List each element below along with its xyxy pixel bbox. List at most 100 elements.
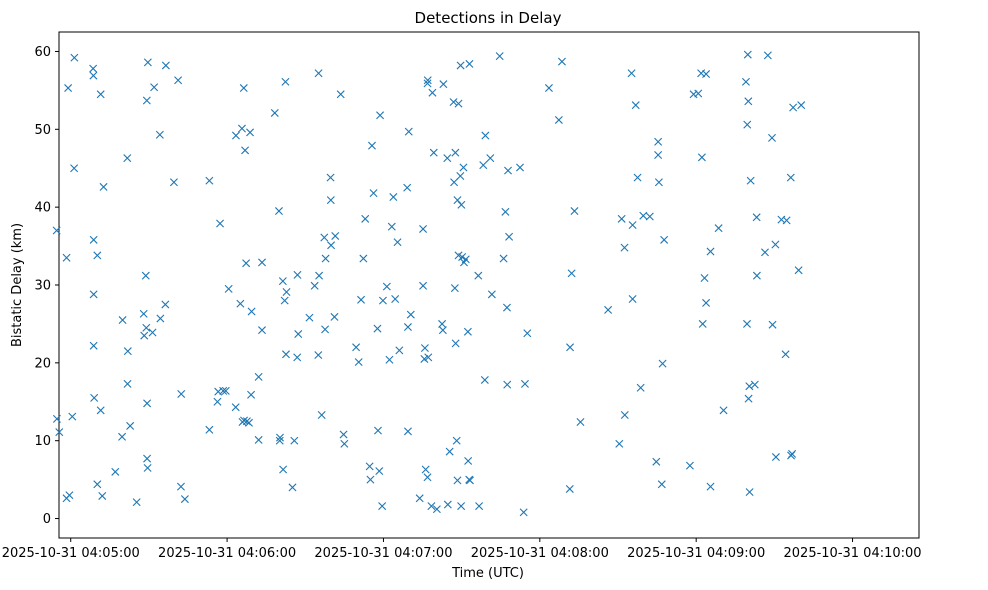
data-point <box>454 99 463 108</box>
data-point <box>140 331 149 340</box>
data-point <box>143 454 152 463</box>
data-point <box>443 154 452 163</box>
data-point <box>169 178 178 187</box>
data-point <box>123 154 132 163</box>
data-point <box>330 312 339 321</box>
data-point <box>376 111 385 120</box>
data-point <box>685 461 694 470</box>
data-point <box>68 412 77 421</box>
data-point <box>429 148 438 157</box>
data-point <box>366 475 375 484</box>
data-point <box>604 305 613 314</box>
data-point <box>52 226 61 235</box>
data-point <box>456 172 465 181</box>
y-tick-label: 40 <box>34 201 51 216</box>
data-point <box>321 325 330 334</box>
data-point <box>486 154 495 163</box>
data-point <box>743 319 751 328</box>
data-point <box>627 69 636 78</box>
data-point <box>242 259 251 268</box>
data-point <box>615 439 624 448</box>
data-point <box>505 232 514 241</box>
data-point <box>451 339 460 348</box>
data-point <box>752 271 761 280</box>
data-point <box>55 428 64 437</box>
data-point <box>657 480 666 489</box>
data-point <box>246 128 255 137</box>
data-point <box>180 495 189 504</box>
data-point <box>745 488 754 497</box>
data-point <box>702 298 711 307</box>
data-point <box>570 207 579 216</box>
data-point <box>373 324 382 333</box>
data-point <box>236 299 245 308</box>
data-point <box>403 183 412 192</box>
data-point <box>96 406 105 415</box>
data-point <box>395 346 404 355</box>
data-point <box>771 240 780 249</box>
data-point <box>771 453 780 462</box>
data-point <box>449 98 458 107</box>
data-point <box>369 189 378 198</box>
data-point <box>554 115 563 124</box>
data-point <box>443 500 452 509</box>
data-point <box>205 425 214 434</box>
data-point <box>123 379 132 388</box>
data-point <box>340 439 349 448</box>
data-point <box>143 463 152 472</box>
data-point <box>620 243 629 252</box>
data-point <box>96 90 105 99</box>
data-point <box>700 274 709 282</box>
data-point <box>378 502 387 511</box>
data-point <box>456 61 465 70</box>
data-point <box>464 456 473 465</box>
data-point <box>305 313 314 322</box>
data-point <box>89 290 98 299</box>
data-point <box>352 343 361 352</box>
data-point <box>652 457 661 466</box>
data-point <box>205 176 214 185</box>
data-point <box>744 394 753 403</box>
data-point <box>516 163 525 172</box>
data-point <box>503 380 512 389</box>
data-point <box>241 146 250 155</box>
data-point <box>424 353 433 362</box>
data-point <box>254 372 263 381</box>
data-point <box>161 61 170 70</box>
data-point <box>419 224 428 233</box>
data-point <box>628 295 637 304</box>
data-point <box>423 76 432 85</box>
data-point <box>177 389 186 398</box>
data-point <box>794 266 803 275</box>
y-axis: 0 10 20 30 40 50 60 <box>34 45 59 527</box>
data-point <box>293 353 302 362</box>
data-point <box>423 79 432 88</box>
data-point <box>288 483 297 492</box>
x-tick-label: 2025-10-31 04:08:00 <box>471 546 609 561</box>
data-point <box>320 233 329 242</box>
data-point <box>387 222 396 231</box>
data-point <box>782 216 791 225</box>
x-tick-label: 2025-10-31 04:05:00 <box>2 546 140 561</box>
data-point <box>480 375 489 384</box>
data-point <box>224 284 233 293</box>
data-point <box>427 502 436 511</box>
data-point <box>702 70 711 79</box>
data-point <box>501 207 510 216</box>
data-point <box>768 320 777 329</box>
data-point <box>52 414 61 423</box>
x-tick-label: 2025-10-31 04:07:00 <box>314 546 452 561</box>
chart-title: Detections in Delay <box>415 9 562 27</box>
data-point <box>93 480 102 489</box>
data-point <box>576 418 585 426</box>
data-point <box>451 148 460 157</box>
data-point <box>327 241 336 250</box>
data-point <box>90 393 99 402</box>
data-point <box>428 88 437 97</box>
data-point <box>276 433 284 442</box>
data-point <box>743 50 752 59</box>
data-point <box>213 397 222 406</box>
data-point <box>315 271 324 280</box>
x-tick-label: 2025-10-31 04:06:00 <box>158 546 296 561</box>
data-point <box>279 465 288 474</box>
